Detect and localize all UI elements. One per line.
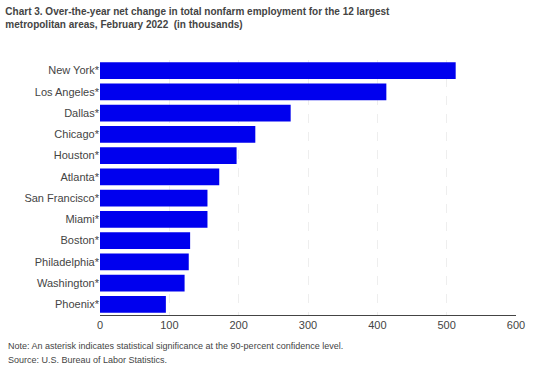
svg-text:600: 600 [507,319,525,331]
svg-text:100: 100 [160,319,178,331]
svg-text:Source: U.S. Bureau of Labor S: Source: U.S. Bureau of Labor Statistics. [8,355,167,365]
svg-text:Boston*: Boston* [60,234,99,246]
svg-text:300: 300 [299,319,317,331]
svg-text:Chicago*: Chicago* [54,128,99,140]
svg-text:Chart 3. Over-the-year net cha: Chart 3. Over-the-year net change in tot… [5,6,390,30]
svg-text:Philadelphia*: Philadelphia* [35,256,100,268]
svg-text:Note: An asterisk indicates st: Note: An asterisk indicates statistical … [8,341,343,351]
svg-text:Los Angeles*: Los Angeles* [35,86,100,98]
svg-text:200: 200 [229,319,247,331]
svg-text:Atlanta*: Atlanta* [60,171,99,183]
svg-text:Phoenix*: Phoenix* [55,298,100,310]
svg-text:San Francisco*: San Francisco* [24,192,99,204]
svg-text:400: 400 [368,319,386,331]
svg-text:Dallas*: Dallas* [64,107,100,119]
svg-text:0: 0 [97,319,103,331]
svg-text:500: 500 [437,319,455,331]
svg-text:Miami*: Miami* [65,213,99,225]
svg-text:New York*: New York* [48,64,99,76]
svg-text:Houston*: Houston* [54,149,100,161]
svg-text:Washington*: Washington* [37,277,100,289]
